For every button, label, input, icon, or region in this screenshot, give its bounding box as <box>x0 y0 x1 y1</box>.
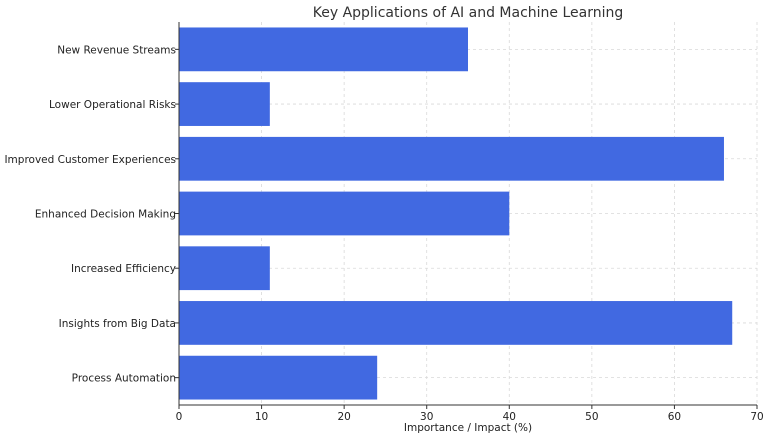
y-tick-label: Insights from Big Data <box>59 318 176 330</box>
bar-insights-from-big-data <box>179 301 733 345</box>
x-tick-label: 40 <box>503 411 516 423</box>
x-tick-label: 50 <box>585 411 598 423</box>
x-tick-label: 60 <box>668 411 681 423</box>
x-axis-label: Importance / Impact (%) <box>404 422 532 434</box>
y-tick-label: Lower Operational Risks <box>49 99 176 111</box>
chart-title: Key Applications of AI and Machine Learn… <box>313 5 624 21</box>
y-tick-label: Improved Customer Experiences <box>4 154 176 166</box>
bar-lower-operational-risks <box>179 82 270 126</box>
bar-new-revenue-streams <box>179 27 468 72</box>
bar-process-automation <box>179 355 378 400</box>
axes-layer: 0 10 20 30 40 50 60 70 Process Automation Insight… <box>4 22 764 423</box>
y-tick-label: Enhanced Decision Making <box>35 209 176 221</box>
y-tick-label: Process Automation <box>72 373 176 385</box>
bars-layer <box>179 27 733 400</box>
bar-enhanced-decision-making <box>179 191 510 236</box>
x-tick-label: 70 <box>750 411 763 423</box>
y-tick-label: New Revenue Streams <box>57 44 176 56</box>
y-tick-label: Increased Efficiency <box>71 263 176 275</box>
bar-increased-efficiency <box>179 246 270 291</box>
x-tick-label: 0 <box>176 411 183 423</box>
x-tick-label: 20 <box>337 411 350 423</box>
x-tick-label: 10 <box>255 411 268 423</box>
bar-improved-customer-experiences <box>179 136 724 181</box>
x-tick-label: 30 <box>420 411 433 423</box>
